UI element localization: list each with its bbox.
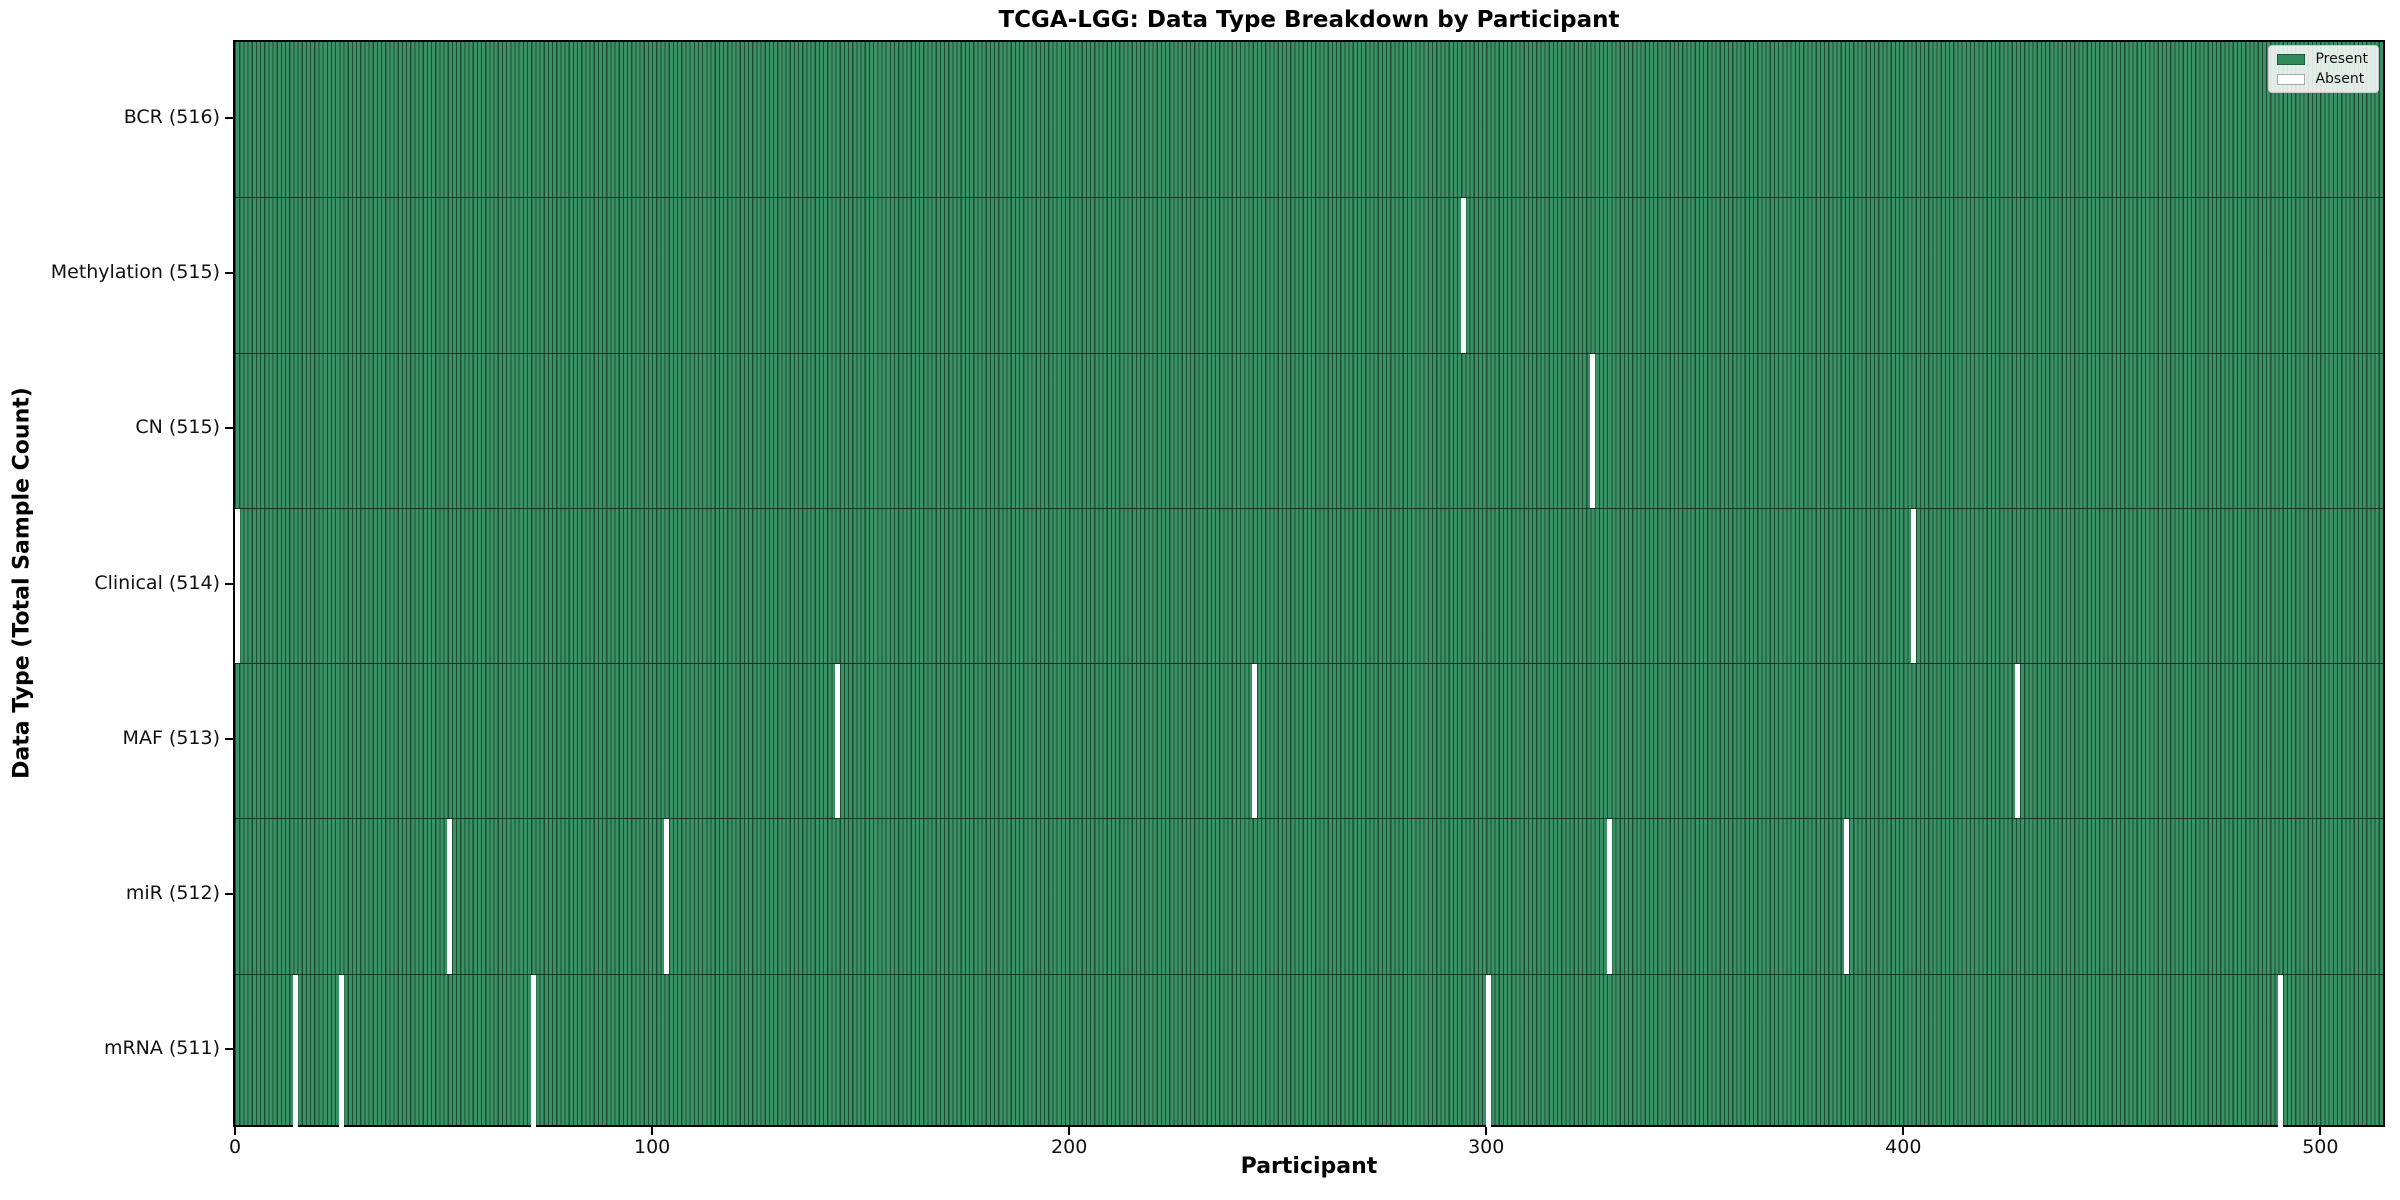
- x-tick: [1068, 1127, 1071, 1135]
- chart-row-cn: [235, 352, 2383, 508]
- y-tick-label: MAF (513): [122, 726, 220, 749]
- absent-gap: [1460, 198, 1466, 353]
- y-tick-label: BCR (516): [123, 105, 220, 128]
- absent-gap: [835, 664, 841, 819]
- y-tick: [225, 271, 233, 274]
- y-tick: [225, 1048, 233, 1051]
- legend: Present Absent: [2268, 45, 2379, 93]
- y-tick-label: Clinical (514): [94, 571, 220, 594]
- chart-row-clinical: [234, 507, 2383, 664]
- absent-gap: [1606, 819, 1612, 974]
- absent-gap: [338, 974, 344, 1129]
- x-tick: [1902, 1127, 1905, 1135]
- legend-entry: Absent: [2277, 72, 2368, 86]
- legend-entry: Present: [2277, 52, 2368, 66]
- legend-swatch-absent: [2277, 73, 2306, 85]
- y-tick: [225, 893, 233, 896]
- y-tick-label: CN (515): [135, 416, 220, 439]
- x-tick: [651, 1127, 654, 1135]
- legend-label: Absent: [2315, 71, 2365, 87]
- y-tick: [225, 116, 233, 119]
- y-tick: [225, 427, 233, 430]
- x-tick-label: 0: [229, 1136, 242, 1158]
- absent-gap: [1485, 974, 1491, 1129]
- y-tick-label: Methylation (515): [50, 260, 220, 283]
- x-tick-label: 100: [633, 1136, 671, 1158]
- x-tick: [234, 1127, 237, 1135]
- y-tick-label: miR (512): [125, 882, 220, 905]
- chart-row-maf: [235, 663, 2383, 819]
- absent-gap: [2015, 664, 2021, 819]
- absent-gap: [530, 974, 536, 1129]
- absent-gap: [1252, 664, 1258, 819]
- y-tick: [225, 737, 233, 740]
- plot-area: [233, 40, 2385, 1129]
- chart-title: TCGA-LGG: Data Type Breakdown by Partici…: [998, 7, 1620, 33]
- absent-gap: [447, 819, 453, 974]
- x-tick-label: 300: [1468, 1136, 1505, 1158]
- absent-gap: [234, 508, 240, 664]
- chart-row-methylation: [235, 197, 2383, 353]
- chart-row-mir: [235, 818, 2383, 974]
- absent-gap: [1844, 819, 1850, 974]
- x-tick: [1485, 1127, 1488, 1135]
- absent-gap: [2278, 974, 2284, 1129]
- absent-gap: [664, 819, 670, 974]
- legend-label: Present: [2315, 51, 2368, 67]
- absent-gap: [1911, 508, 1917, 664]
- y-tick-label: mRNA (511): [103, 1037, 220, 1060]
- y-tick: [225, 582, 233, 585]
- x-tick-label: 500: [2302, 1136, 2339, 1158]
- chart-row-mrna: [235, 973, 2383, 1129]
- x-tick-label: 400: [1885, 1136, 1922, 1158]
- absent-gap: [1589, 353, 1596, 508]
- x-tick: [2319, 1127, 2322, 1135]
- x-axis-label: Participant: [1240, 1154, 1378, 1179]
- x-tick-label: 200: [1051, 1136, 1088, 1158]
- legend-swatch-present: [2277, 53, 2306, 65]
- absent-gap: [292, 974, 299, 1129]
- chart-row-bcr: [235, 42, 2383, 197]
